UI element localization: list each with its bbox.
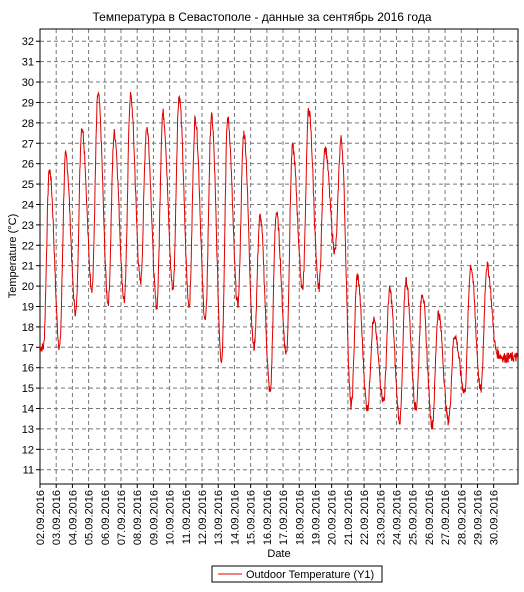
y-tick-label: 13 (22, 424, 34, 436)
y-tick-label: 18 (22, 322, 34, 334)
series-line-outdoor-temperature (39, 90, 519, 431)
x-tick-label: 14.09.2016 (229, 490, 241, 545)
x-tick-label: 03.09.2016 (51, 490, 63, 545)
y-tick-label: 12 (22, 444, 34, 456)
y-tick-label: 32 (22, 36, 34, 48)
x-axis: 02.09.2016 03.09.2016 04.09.2016 05.09.2016… (35, 484, 501, 545)
x-tick-label: 02.09.2016 (35, 490, 47, 545)
y-tick-label: 20 (22, 281, 34, 293)
y-axis-title: Temperature (°C) (7, 214, 19, 298)
y-tick-label: 28 (22, 118, 34, 130)
y-tick-label: 16 (22, 363, 34, 375)
x-tick-label: 24.09.2016 (391, 490, 403, 545)
x-tick-label: 18.09.2016 (294, 490, 306, 545)
x-axis-title: Date (267, 548, 290, 560)
y-tick-label: 27 (22, 138, 34, 150)
x-tick-label: 27.09.2016 (440, 490, 452, 545)
x-tick-label: 07.09.2016 (116, 490, 128, 545)
x-tick-label: 17.09.2016 (278, 490, 290, 545)
plot-frame (39, 28, 519, 485)
y-tick-label: 24 (22, 199, 34, 211)
x-tick-label: 28.09.2016 (456, 490, 468, 545)
grid (39, 29, 518, 484)
y-tick-label: 29 (22, 97, 34, 109)
y-tick-label: 22 (22, 240, 34, 252)
y-tick-label: 26 (22, 159, 34, 171)
y-tick-label: 14 (22, 404, 34, 416)
x-tick-label: 10.09.2016 (165, 490, 177, 545)
y-tick-label: 19 (22, 301, 34, 313)
x-tick-label: 06.09.2016 (100, 490, 112, 545)
y-tick-label: 25 (22, 179, 34, 191)
y-tick-label: 15 (22, 383, 34, 395)
legend-box (211, 565, 383, 583)
x-tick-label: 29.09.2016 (472, 490, 484, 545)
x-tick-label: 09.09.2016 (148, 490, 160, 545)
y-axis: 11 12 13 14 15 16 17 18 19 20 21 22 23 24 25 26 27 28 29 30… (22, 36, 40, 477)
y-tick-label: 21 (22, 261, 34, 273)
x-tick-label: 16.09.2016 (262, 490, 274, 545)
x-tick-label: 20.09.2016 (327, 490, 339, 545)
x-tick-label: 30.09.2016 (489, 490, 501, 545)
x-tick-label: 21.09.2016 (343, 490, 355, 545)
x-tick-label: 12.09.2016 (197, 490, 209, 545)
x-tick-label: 08.09.2016 (132, 490, 144, 545)
y-tick-label: 23 (22, 220, 34, 232)
y-tick-label: 17 (22, 342, 34, 354)
x-tick-label: 15.09.2016 (246, 490, 258, 545)
x-tick-label: 25.09.2016 (408, 490, 420, 545)
y-tick-label: 11 (23, 465, 34, 477)
x-tick-label: 11.09.2016 (181, 490, 193, 544)
y-tick-label: 31 (22, 57, 34, 69)
x-tick-label: 05.09.2016 (84, 490, 96, 545)
y-tick-label: 30 (22, 77, 34, 89)
x-tick-label: 19.09.2016 (310, 490, 322, 545)
legend: Outdoor Temperature (Y1) (211, 565, 383, 583)
x-tick-label: 23.09.2016 (375, 490, 387, 545)
x-tick-label: 13.09.2016 (213, 490, 225, 545)
legend-label: Outdoor Temperature (Y1) (246, 569, 374, 581)
x-tick-label: 04.09.2016 (67, 490, 79, 545)
x-tick-label: 22.09.2016 (359, 490, 371, 545)
chart-title: Температура в Севастополе - данные за се… (93, 10, 432, 24)
x-tick-label: 26.09.2016 (424, 490, 436, 545)
